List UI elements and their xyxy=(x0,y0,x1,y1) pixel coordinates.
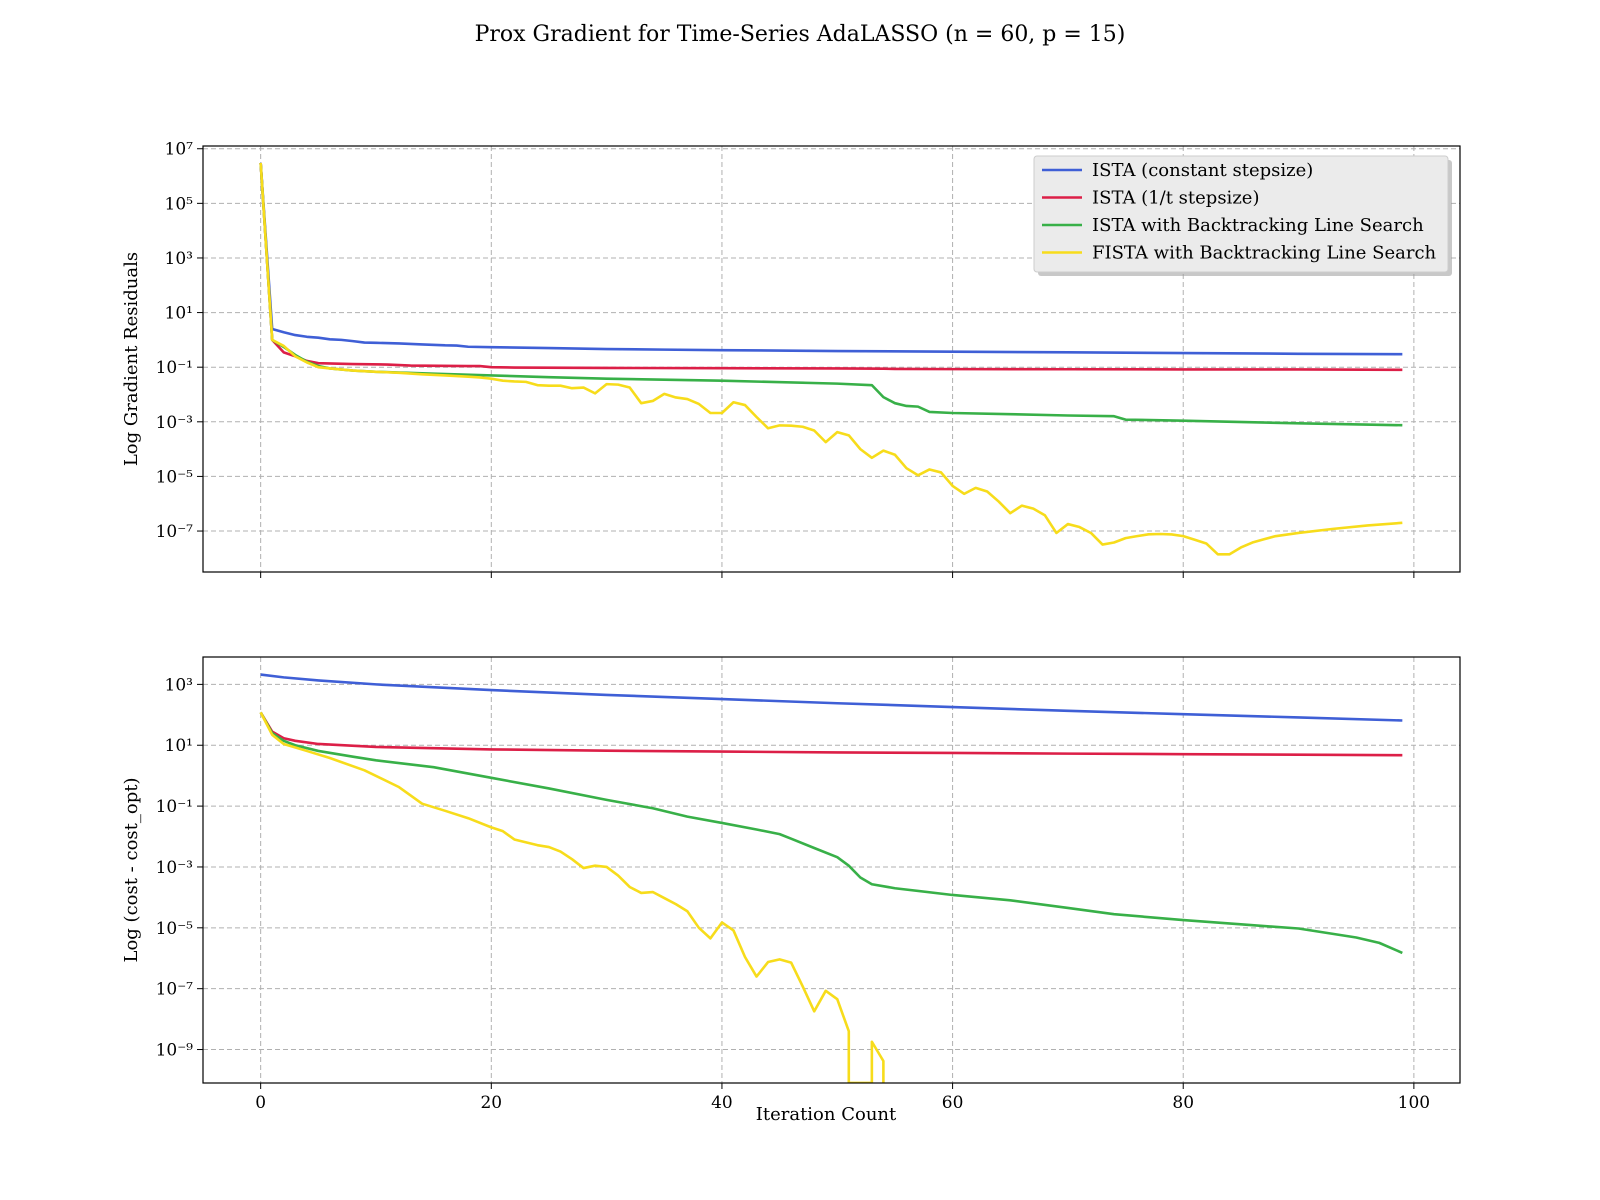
x-tick-label: 80 xyxy=(1172,1093,1194,1113)
y-tick-label: 10¹ xyxy=(165,736,193,756)
x-tick-label: 60 xyxy=(942,1093,964,1113)
series-line-fista-bt xyxy=(259,711,885,1083)
series-line-ista-bt xyxy=(259,711,1403,955)
legend-entry: ISTA (constant stepsize) xyxy=(1092,160,1313,181)
y-tick-label: 10³ xyxy=(165,249,193,269)
y-tick-label: 10³ xyxy=(165,675,193,695)
legend-entry: ISTA (1/t stepsize) xyxy=(1092,188,1259,209)
legend-entry: ISTA with Backtracking Line Search xyxy=(1092,215,1424,236)
y-tick-label: 10⁻⁵ xyxy=(156,919,194,939)
figure-title: Prox Gradient for Time-Series AdaLASSO (… xyxy=(475,22,1126,47)
x-axis-label: Iteration Count xyxy=(756,1104,897,1125)
plot-frame xyxy=(202,145,1461,573)
y-tick-label: 10⁻³ xyxy=(156,413,193,433)
series-line-ista-const xyxy=(259,162,1403,356)
y-axis-label: Log Gradient Residuals xyxy=(121,252,142,466)
series-line-fista-bt xyxy=(259,162,1403,556)
plot-frame xyxy=(202,656,1461,1084)
x-tick-label: 0 xyxy=(255,1093,266,1113)
y-tick-label: 10⁻¹ xyxy=(156,358,193,378)
x-tick-label: 100 xyxy=(1398,1093,1430,1113)
y-tick-label: 10⁻⁷ xyxy=(156,522,194,542)
series-line-ista-const xyxy=(260,673,1403,722)
y-axis-label: Log (cost - cost_opt) xyxy=(121,778,142,963)
legend-entry: FISTA with Backtracking Line Search xyxy=(1092,243,1437,264)
x-tick-label: 40 xyxy=(711,1093,733,1113)
y-tick-label: 10⁷ xyxy=(165,140,194,160)
legend-box xyxy=(1033,155,1449,273)
y-tick-label: 10¹ xyxy=(165,304,193,324)
y-tick-label: 10⁻¹ xyxy=(156,797,193,817)
y-tick-label: 10⁻⁹ xyxy=(156,1041,194,1061)
gradient-residuals-panel: 10⁷ 10⁵ 10³ 10¹ 10⁻¹ 10⁻³ 10⁻⁵ 10⁻⁷ Log Gradient… xyxy=(121,140,1461,578)
x-tick-label: 20 xyxy=(480,1093,502,1113)
cost-gap-panel: 0 20 40 60 80 100 10³ 10¹ 10⁻¹ 10⁻³ 10⁻⁵ 10⁻⁷ 10⁻⁹ Lo… xyxy=(121,656,1461,1113)
y-tick-label: 10⁻⁵ xyxy=(156,467,194,487)
series-line-ista-inv-t xyxy=(259,711,1403,757)
y-tick-label: 10⁻⁷ xyxy=(156,980,194,1000)
y-tick-label: 10⁵ xyxy=(165,194,194,214)
y-tick-label: 10⁻³ xyxy=(156,858,193,878)
